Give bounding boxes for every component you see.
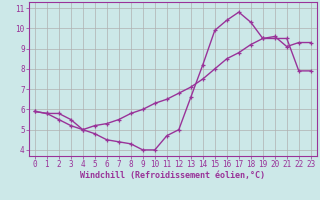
X-axis label: Windchill (Refroidissement éolien,°C): Windchill (Refroidissement éolien,°C): [80, 171, 265, 180]
